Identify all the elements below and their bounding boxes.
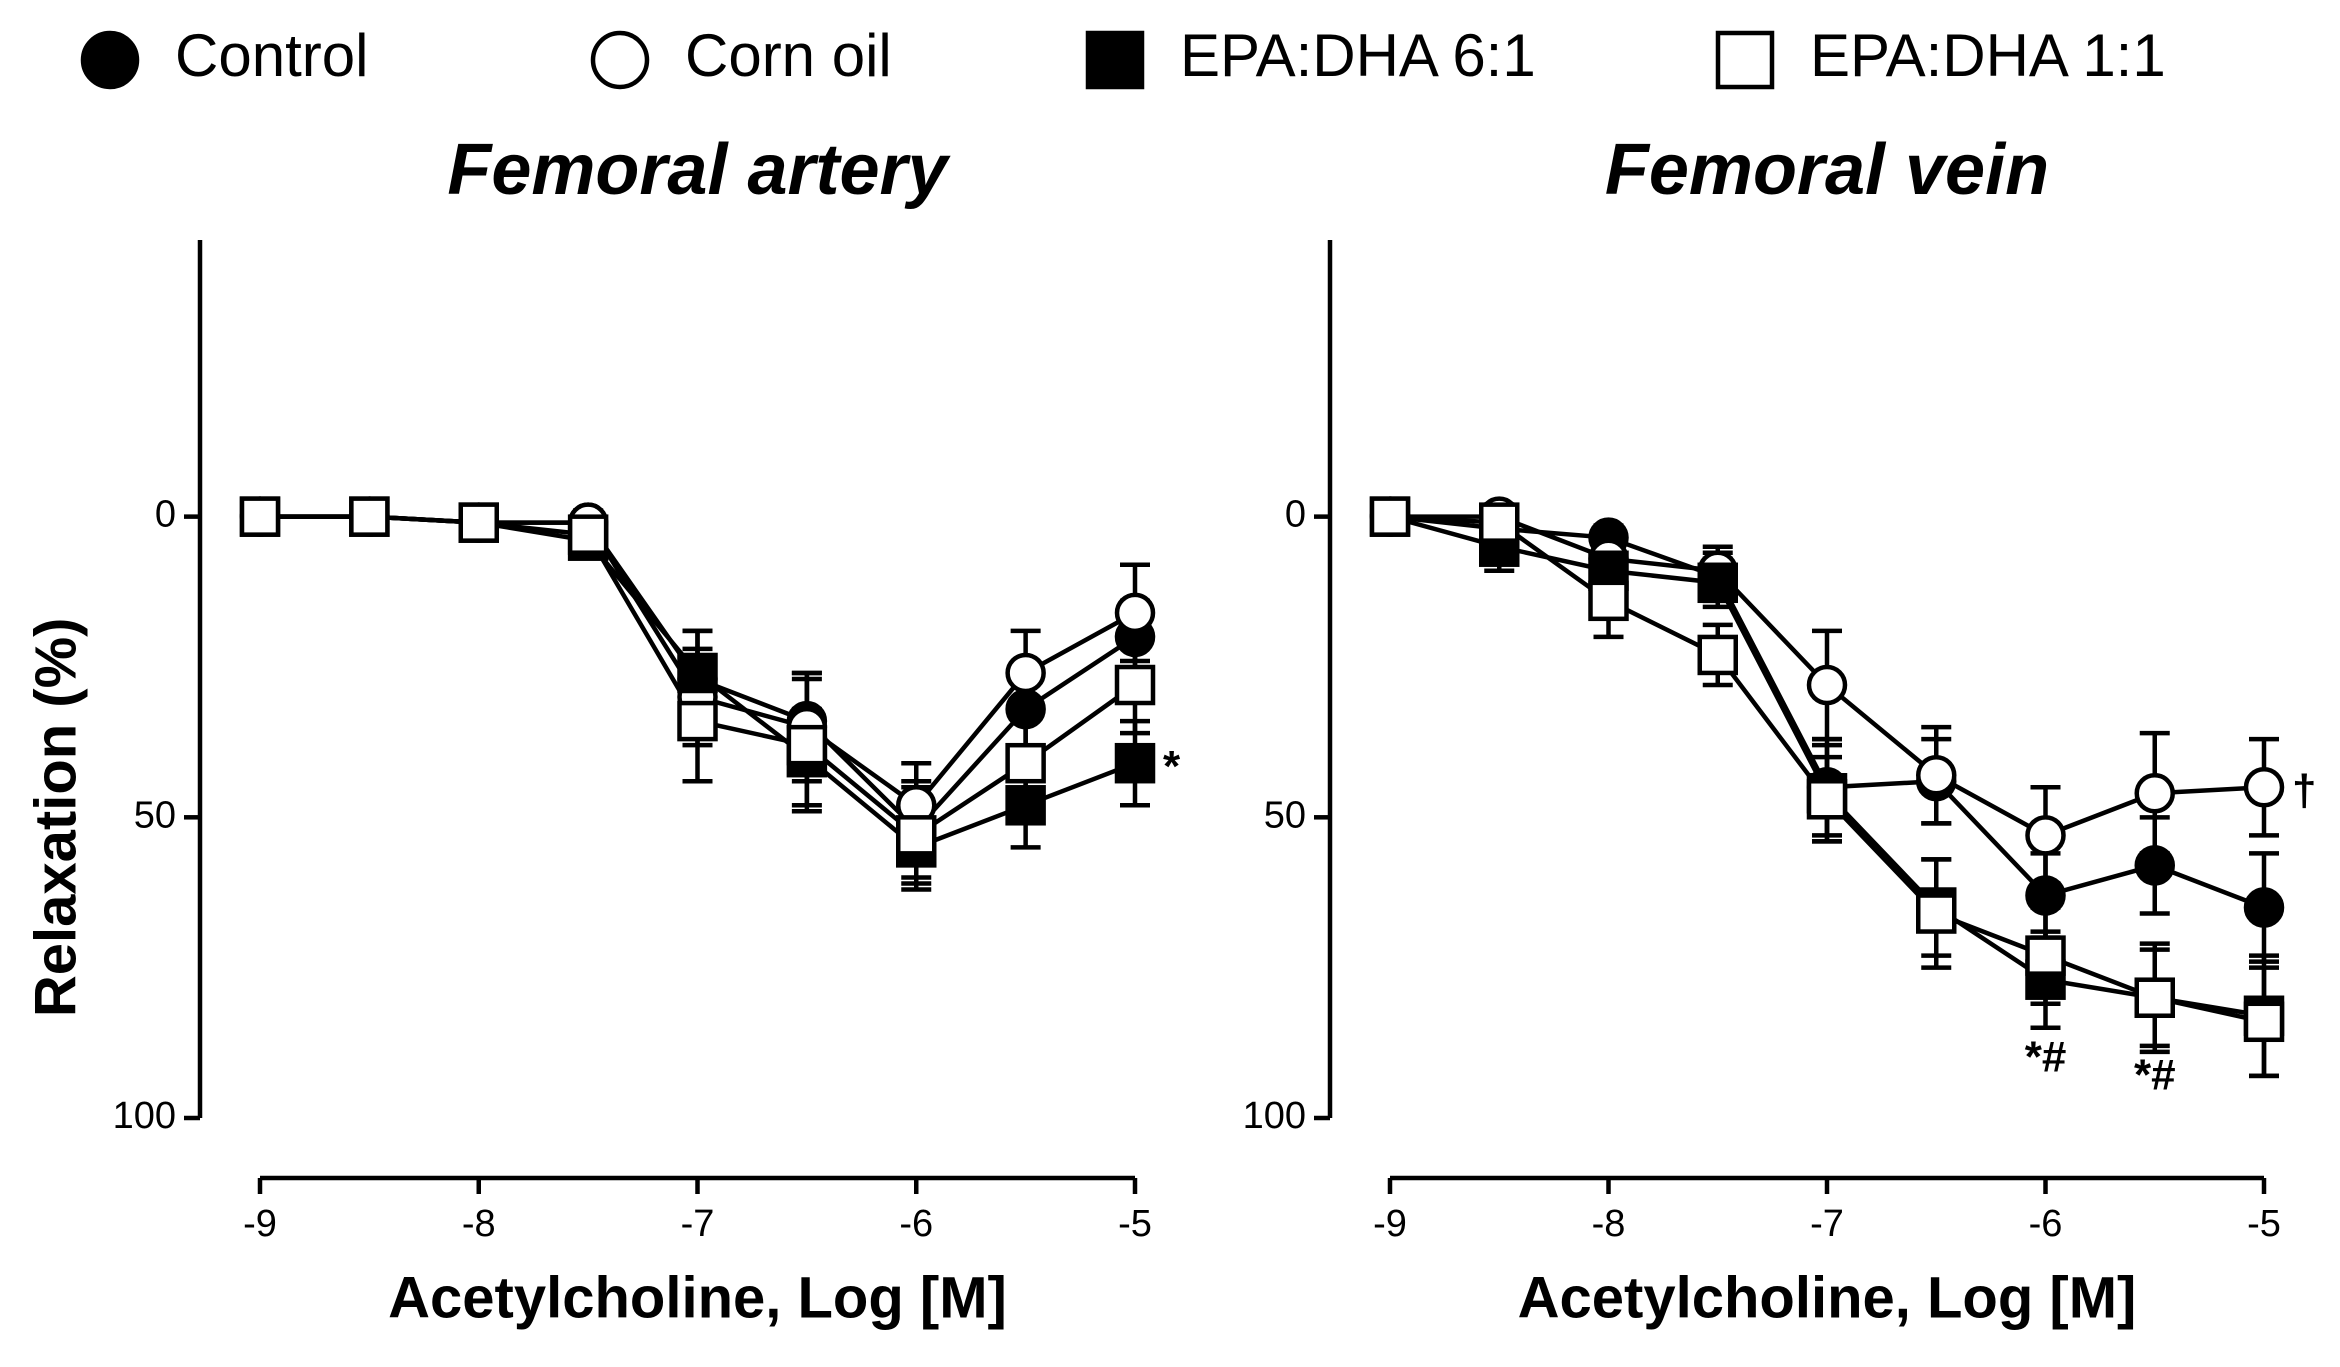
chart-title: Femoral artery bbox=[447, 130, 951, 210]
marker bbox=[2243, 887, 2285, 928]
marker bbox=[677, 700, 718, 742]
x-tick-label: -7 bbox=[1810, 1203, 1844, 1245]
marker bbox=[2243, 766, 2285, 808]
marker bbox=[896, 815, 937, 856]
y-tick-label: 0 bbox=[1285, 494, 1306, 536]
marker bbox=[1114, 742, 1156, 784]
x-axis-label: Acetylcholine, Log [M] bbox=[388, 1265, 1007, 1330]
legend-label: EPA:DHA 1:1 bbox=[1810, 22, 2166, 89]
annotation: *# bbox=[2134, 1050, 2176, 1099]
marker bbox=[1806, 779, 1848, 820]
y-axis-label: Relaxation (%) bbox=[23, 617, 88, 1017]
marker bbox=[1114, 592, 1156, 634]
x-tick-label: -9 bbox=[1373, 1203, 1407, 1245]
y-tick-label: 50 bbox=[1264, 794, 1306, 836]
annotation: *# bbox=[2025, 1032, 2067, 1081]
marker bbox=[1916, 893, 1957, 934]
marker bbox=[2025, 935, 2066, 976]
marker bbox=[1697, 634, 1738, 676]
marker bbox=[786, 724, 828, 766]
marker bbox=[1369, 496, 1411, 537]
marker bbox=[2025, 815, 2066, 856]
x-tick-label: -5 bbox=[1118, 1203, 1152, 1245]
x-tick-label: -9 bbox=[243, 1203, 277, 1245]
marker bbox=[590, 30, 650, 90]
marker bbox=[80, 30, 140, 90]
marker bbox=[2134, 977, 2175, 1018]
annotation: † bbox=[2292, 766, 2316, 815]
marker bbox=[2025, 875, 2066, 916]
marker bbox=[1085, 30, 1145, 90]
marker bbox=[2243, 1001, 2285, 1043]
y-tick-label: 50 bbox=[134, 794, 176, 836]
panel: Femoral artery 0 50 100 Relaxation (%) -9 -8 -7… bbox=[23, 130, 1181, 1330]
marker bbox=[1114, 664, 1156, 706]
marker bbox=[239, 496, 281, 537]
marker bbox=[1697, 562, 1738, 604]
x-tick-label: -5 bbox=[2247, 1203, 2281, 1245]
x-tick-label: -8 bbox=[462, 1203, 496, 1245]
legend-label: Corn oil bbox=[685, 22, 892, 89]
x-tick-label: -6 bbox=[899, 1203, 933, 1245]
y-tick-label: 100 bbox=[1243, 1095, 1306, 1137]
marker bbox=[349, 496, 390, 537]
marker bbox=[1588, 580, 1629, 622]
y-tick-label: 100 bbox=[113, 1095, 176, 1137]
legend-label: Control bbox=[175, 22, 368, 89]
marker bbox=[677, 652, 718, 694]
y-tick-label: 0 bbox=[155, 494, 176, 536]
marker bbox=[1005, 785, 1046, 826]
annotation: * bbox=[1163, 742, 1181, 791]
marker bbox=[458, 502, 499, 543]
marker bbox=[1005, 688, 1046, 730]
marker bbox=[1806, 664, 1848, 706]
x-axis-label: Acetylcholine, Log [M] bbox=[1518, 1265, 2137, 1330]
marker bbox=[1916, 754, 1957, 796]
x-tick-label: -6 bbox=[2029, 1203, 2063, 1245]
marker bbox=[2134, 845, 2175, 886]
marker bbox=[1005, 652, 1046, 694]
x-tick-label: -7 bbox=[681, 1203, 715, 1245]
x-tick-label: -8 bbox=[1592, 1203, 1626, 1245]
panel: Femoral vein 0 50 100 -9 -8 -7 -6 -5 Acetylcholin… bbox=[1243, 130, 2317, 1330]
legend-label: EPA:DHA 6:1 bbox=[1180, 22, 1536, 89]
marker bbox=[1715, 30, 1775, 90]
marker bbox=[567, 514, 609, 555]
chart-title: Femoral vein bbox=[1605, 130, 2049, 210]
marker bbox=[1479, 502, 1520, 543]
marker bbox=[1005, 742, 1046, 784]
marker bbox=[2134, 773, 2175, 814]
